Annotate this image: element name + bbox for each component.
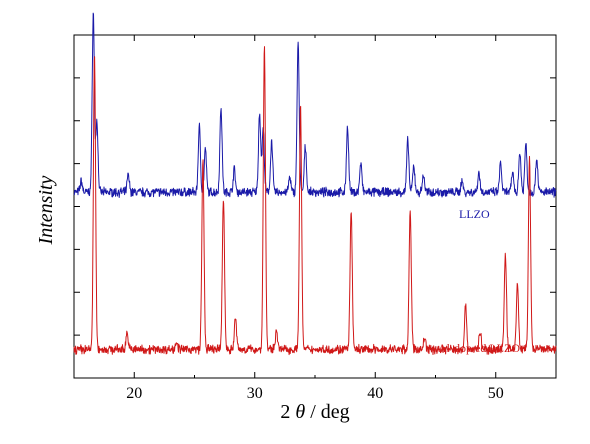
series-line-al-doped-llzo <box>73 46 557 356</box>
series-line-llzo <box>73 12 557 198</box>
x-tick-label: 20 <box>126 385 142 402</box>
y-axis-ticks <box>74 77 556 336</box>
y-axis-label: Intensity <box>35 175 57 245</box>
x-axis-ticks: 20 30 40 50 <box>73 35 557 402</box>
x-tick-label: 30 <box>247 385 263 402</box>
x-tick-label: 50 <box>488 385 504 402</box>
series-layer <box>73 12 557 356</box>
series-label-llzo: LLZO <box>459 207 490 221</box>
series-label-al-doped-llzo: Al-dop ed LLZO <box>438 341 520 355</box>
x-tick-label: 40 <box>367 385 383 402</box>
x-axis-label: 2 θ / deg <box>280 401 349 423</box>
